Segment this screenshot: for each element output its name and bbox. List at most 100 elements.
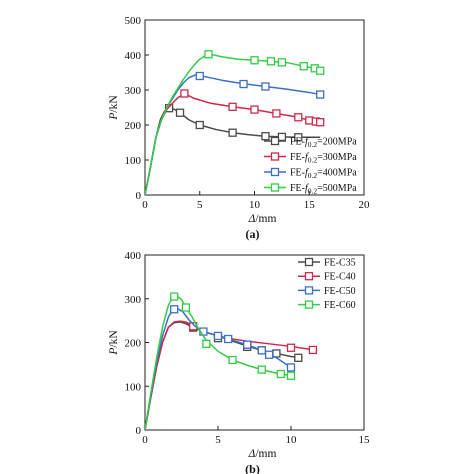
- series-0: [145, 104, 321, 195]
- data-point: [294, 353, 303, 362]
- data-point: [277, 132, 287, 142]
- data-point: [264, 350, 274, 359]
- y-tick-label: 300: [125, 85, 142, 97]
- legend-prefix: FE-C35: [324, 258, 356, 269]
- y-tick-label: 100: [125, 155, 142, 167]
- x-tick-label: 0: [142, 199, 148, 211]
- x-tick-label: 15: [304, 199, 316, 211]
- y-tick-label: 0: [136, 425, 142, 437]
- data-point: [213, 331, 223, 341]
- legend-label: FE-C50: [324, 286, 356, 297]
- data-point: [286, 343, 296, 352]
- x-axis-symbol: Δ: [248, 213, 256, 225]
- legend-marker: [270, 167, 280, 177]
- legend-suffix: =200MPa: [317, 137, 357, 148]
- legend: FE-C35 FE-C40 FE-C50 FE-C60: [298, 257, 356, 311]
- data-point: [228, 355, 237, 365]
- data-point: [224, 334, 233, 344]
- legend-prefix: FE-C60: [324, 300, 356, 311]
- series-line: [145, 295, 292, 430]
- legend-suffix: =500MPa: [317, 183, 357, 194]
- data-point: [175, 108, 185, 117]
- x-axis-symbol: Δ: [248, 448, 256, 460]
- data-point: [257, 346, 266, 355]
- data-point: [250, 56, 259, 65]
- legend: FE-f0.2=200MPaFE-f0.2=300MPaFE-f0.2=400M…: [264, 137, 357, 196]
- legend-label: FE-f0.2=200MPa: [290, 137, 357, 150]
- legend-subscript: 0.2: [308, 140, 318, 149]
- data-point: [250, 105, 259, 114]
- legend-subscript: 0.2: [308, 156, 318, 165]
- legend-symbol: f: [305, 183, 309, 194]
- legend-suffix: =400MPa: [317, 168, 357, 179]
- data-point: [266, 57, 276, 66]
- legend-marker: [304, 300, 314, 309]
- legend-suffix: =300MPa: [317, 152, 357, 163]
- legend-symbol: f: [305, 152, 309, 163]
- panel-label: (a): [246, 227, 260, 241]
- y-tick-label: 100: [125, 381, 142, 393]
- chart-panel-a: 0 5 10 15 200100200300400500Δ/mmP/kN(a)FE-f0…: [108, 15, 370, 241]
- data-point: [239, 79, 248, 89]
- data-point: [316, 90, 325, 99]
- y-tick-label: 200: [125, 338, 142, 350]
- legend-marker: [304, 272, 314, 281]
- data-point: [308, 345, 318, 355]
- data-point: [261, 82, 270, 91]
- series-1: [145, 89, 325, 195]
- y-axis-unit: /kN: [108, 95, 120, 113]
- legend-marker: [270, 136, 280, 146]
- y-tick-label: 300: [125, 294, 142, 306]
- series-3: [145, 292, 296, 430]
- legend-label: FE-f0.2=500MPa: [290, 183, 357, 196]
- legend-label: FE-f0.2=300MPa: [290, 152, 357, 165]
- x-tick-label: 10: [249, 199, 261, 211]
- series-2: [145, 305, 296, 430]
- x-axis-title: Δ/mm: [248, 448, 277, 460]
- legend-label: FE-C60: [324, 300, 356, 311]
- y-axis-symbol: P: [108, 348, 120, 356]
- panel-label: (b): [245, 462, 260, 474]
- legend-subscript: 0.2: [308, 187, 318, 196]
- legend-label: FE-C35: [324, 258, 356, 269]
- data-point: [294, 133, 303, 142]
- legend-label: FE-f0.2=400MPa: [290, 168, 357, 181]
- y-axis-symbol: P: [108, 113, 120, 121]
- series-line: [145, 307, 292, 430]
- x-tick-label: 15: [359, 434, 371, 446]
- x-axis-title: Δ/mm: [248, 213, 277, 225]
- y-tick-label: 500: [125, 15, 142, 27]
- y-tick-label: 400: [125, 250, 142, 262]
- legend-prefix: FE-C40: [324, 272, 356, 283]
- data-point: [286, 363, 296, 372]
- legend-prefix: FE-C50: [324, 286, 356, 297]
- data-point: [276, 369, 285, 379]
- data-point: [272, 109, 281, 118]
- data-point: [299, 62, 308, 71]
- x-axis-unit: /mm: [255, 213, 276, 225]
- legend-label: FE-C40: [324, 272, 356, 283]
- data-point: [286, 371, 296, 380]
- data-point: [243, 340, 252, 349]
- x-axis-unit: /mm: [255, 448, 276, 460]
- y-tick-label: 0: [136, 190, 142, 202]
- data-point: [228, 128, 237, 137]
- legend-prefix: FE-: [290, 152, 305, 163]
- legend-prefix: FE-: [290, 168, 305, 179]
- legend-marker: [304, 286, 314, 295]
- data-point: [257, 365, 266, 374]
- data-point: [228, 102, 237, 111]
- legend-marker: [304, 257, 314, 267]
- data-point: [202, 339, 211, 348]
- data-point: [170, 292, 179, 301]
- legend-symbol: f: [305, 137, 309, 148]
- data-point: [316, 66, 325, 75]
- data-point: [195, 71, 204, 81]
- x-tick-label: 10: [286, 434, 298, 446]
- y-tick-label: 400: [125, 50, 142, 62]
- data-point: [294, 113, 303, 122]
- y-axis-title: P/kN: [108, 95, 120, 121]
- legend-subscript: 0.2: [308, 171, 318, 180]
- data-point: [195, 120, 204, 130]
